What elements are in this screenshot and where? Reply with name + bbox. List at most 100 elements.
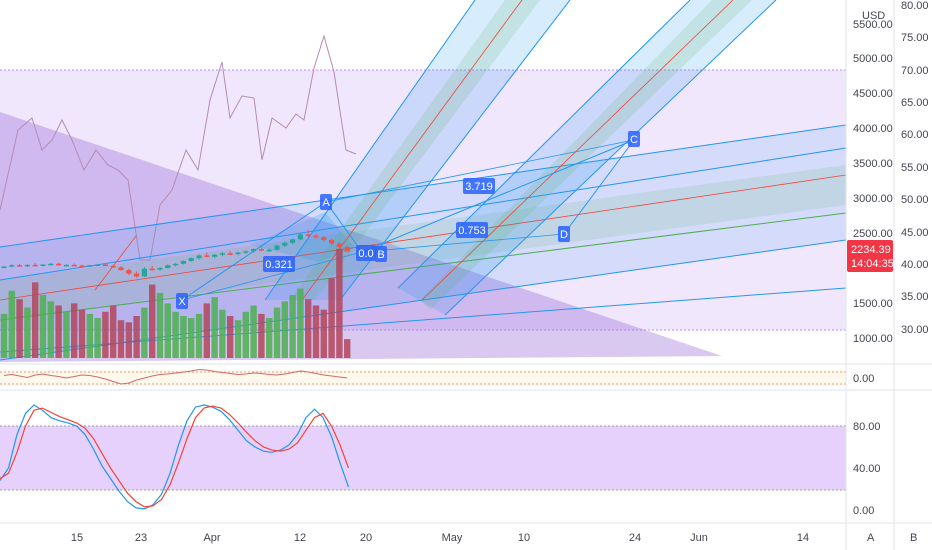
candle-body[interactable] [110,265,116,268]
candle-body[interactable] [227,253,233,255]
volume-bar [250,305,257,358]
candle-body[interactable] [149,268,155,271]
volume-bar [180,316,187,358]
candle-body[interactable] [290,239,296,243]
price-axis[interactable]: 5500.00 5000.00 4500.00 4000.00 3500.00 3000.… [853,19,893,345]
candle-body[interactable] [157,268,163,270]
point-label[interactable]: A [322,197,330,209]
candle-body[interactable] [212,254,218,257]
time-tick-label: 12 [294,532,306,544]
log-scale-button[interactable]: B [910,532,917,544]
volume-bar [24,307,31,358]
candle-body[interactable] [258,249,264,251]
pattern-leg-ab [325,201,363,253]
candle-body[interactable] [56,263,62,266]
candlestick-series[interactable] [1,230,350,278]
auto-scale-button[interactable]: A [867,532,875,544]
point-label-bg [320,194,332,210]
ratio-label[interactable]: 0.753 [458,225,486,237]
candle-body[interactable] [141,268,147,277]
pattern-leg-xa-ext [94,235,137,291]
candle-body[interactable] [329,240,335,244]
volume-bar [164,303,171,358]
pattern-leg-bc [361,139,635,253]
candle-body[interactable] [313,235,319,238]
candle-body[interactable] [219,253,225,255]
candle-body[interactable] [305,234,311,236]
candle-body[interactable] [243,251,249,253]
candle-body[interactable] [63,264,69,267]
volume-bar [219,309,226,358]
volume-bar [8,290,15,358]
volume-bar [133,316,140,358]
point-label[interactable]: C [630,134,638,146]
point-label[interactable]: X [178,296,186,308]
candle-body[interactable] [196,255,202,259]
secondary-tick-label: 40.00 [901,259,929,271]
volume-bar [305,299,312,358]
candle-body[interactable] [102,264,108,267]
candle-body[interactable] [40,264,46,267]
price-pane[interactable]: X A B C D 3.719 0.753 0.321 0.0 [0,0,846,362]
candle-body[interactable] [9,265,15,267]
candle-body[interactable] [95,264,101,267]
volume-bar [16,299,23,358]
candle-body[interactable] [204,255,210,257]
secondary-tick-label: 60.00 [901,129,929,141]
stochastic-pane[interactable] [0,404,846,510]
candle-body[interactable] [126,270,132,274]
ind1-line [3,368,348,385]
harmonic-annotations[interactable]: X A B C D 3.719 0.753 0.321 0.0 [176,131,640,309]
indicator2-axis: 80.00 40.00 0.00 [853,421,881,517]
candle-body[interactable] [297,234,303,240]
pitchfork-wide-line-2 [0,147,846,281]
volume-bar [203,303,210,358]
candle-body[interactable] [79,265,85,268]
volume-bar [242,311,249,358]
candle-body[interactable] [48,263,54,266]
ratio-label[interactable]: 0.0 [358,248,373,260]
candle-body[interactable] [344,247,350,252]
candle-body[interactable] [32,264,38,267]
stoch-band [0,426,846,490]
candle-body[interactable] [180,261,186,264]
secondary-axis[interactable]: 80.00 75.00 70.00 65.00 60.00 55.00 50.00 45.00… [901,0,929,336]
currency-label: USD [862,10,885,22]
candle-body[interactable] [336,243,342,248]
candle-body[interactable] [1,266,7,269]
candle-body[interactable] [118,267,124,271]
ratio-label-bg [456,222,488,238]
pitchfork-wide-lower-line [0,239,846,361]
time-axis[interactable]: 15 23 Apr 12 20 May 10 24 Jun 14 [71,532,809,544]
indicator-pane-1[interactable] [0,368,846,387]
volume-bar [328,278,335,358]
point-label[interactable]: D [560,229,568,241]
candle-body[interactable] [134,273,140,277]
candle-body[interactable] [173,263,179,266]
reference-price-line [0,34,357,261]
price-tick-label: 2500.00 [853,228,893,240]
volume-bar [55,305,62,358]
candle-body[interactable] [321,237,327,240]
ratio-label[interactable]: 3.719 [465,181,493,193]
candle-body[interactable] [274,245,280,250]
candle-body[interactable] [17,265,23,267]
ratio-label[interactable]: 0.321 [265,259,293,271]
candle-body[interactable] [235,252,241,255]
candle-body[interactable] [188,258,194,261]
point-label[interactable]: B [377,249,384,261]
candle-body[interactable] [71,264,77,267]
candle-body[interactable] [87,265,93,267]
volume-bar [47,301,54,358]
candle-body[interactable] [251,249,257,252]
candle-body[interactable] [266,249,272,252]
candle-body[interactable] [24,264,30,267]
pitchfork-steep1-left [264,0,476,301]
candle-body[interactable] [165,265,171,268]
price-tick-label: 4500.00 [853,88,893,100]
point-label-bg [375,246,387,262]
candle-body[interactable] [282,242,288,246]
volume-bar [141,307,148,358]
secondary-tick-label: 35.00 [901,291,929,303]
